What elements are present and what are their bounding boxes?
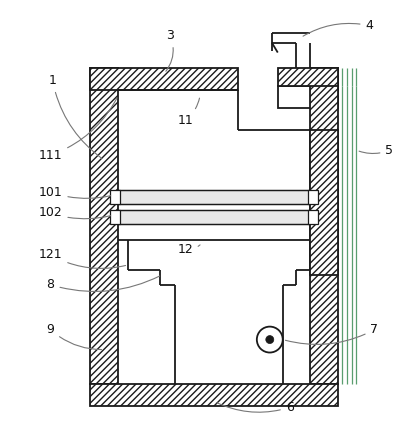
Text: 1: 1 — [48, 74, 102, 159]
Bar — [118, 210, 309, 224]
Bar — [90, 69, 118, 385]
Text: 3: 3 — [166, 29, 173, 71]
Bar — [277, 69, 337, 86]
Text: 11: 11 — [177, 98, 199, 127]
Bar — [90, 385, 337, 406]
Text: 5: 5 — [358, 144, 392, 157]
Text: 8: 8 — [46, 276, 159, 291]
Text: 121: 121 — [39, 248, 125, 268]
Text: 6: 6 — [216, 401, 293, 414]
Bar — [90, 69, 237, 90]
Text: 12: 12 — [177, 243, 199, 257]
Bar — [110, 190, 120, 204]
Bar — [307, 190, 317, 204]
Text: 101: 101 — [38, 186, 110, 198]
Bar — [309, 69, 337, 385]
Text: 4: 4 — [302, 19, 373, 36]
Bar — [110, 210, 120, 224]
Text: 7: 7 — [285, 323, 377, 344]
Bar — [118, 190, 309, 204]
Bar — [309, 130, 337, 275]
Text: 102: 102 — [38, 206, 110, 220]
Text: 111: 111 — [39, 98, 117, 162]
Circle shape — [265, 335, 273, 343]
Bar — [307, 210, 317, 224]
Text: 9: 9 — [47, 323, 101, 349]
Bar — [277, 86, 337, 109]
